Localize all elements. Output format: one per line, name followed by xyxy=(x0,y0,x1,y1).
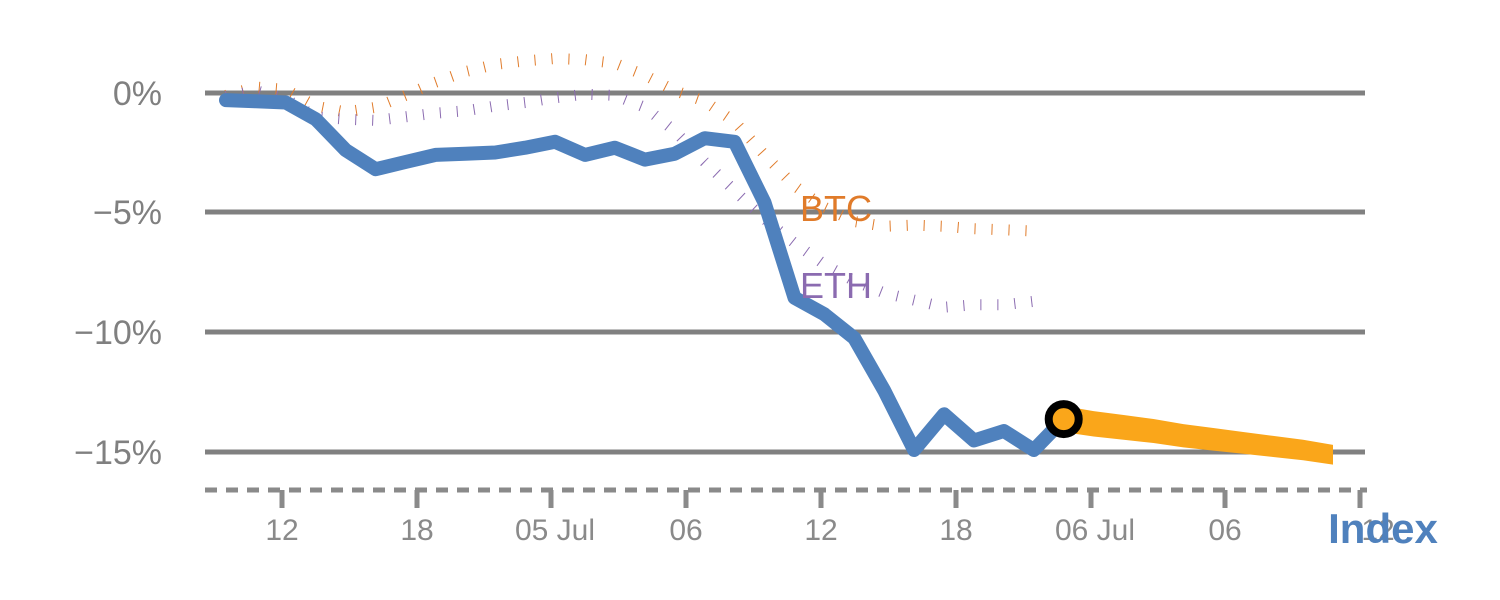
series-eth-line xyxy=(226,91,1034,308)
marker-ring-icon xyxy=(1049,404,1079,434)
series-layer xyxy=(226,59,1333,465)
current-point-marker[interactable] xyxy=(1049,404,1079,434)
x-axis xyxy=(205,490,1367,508)
series-label-btc: BTC xyxy=(800,188,872,229)
xtick-label-7: 06 xyxy=(1208,514,1241,547)
ytick-label-neg10: −10% xyxy=(74,314,162,352)
ytick-label-0: 0% xyxy=(113,75,162,113)
series-label-index: Index xyxy=(1328,505,1438,552)
x-axis-labels: 12 18 05 Jul 06 12 18 06 Jul 06 12 xyxy=(265,514,1394,547)
xtick-label-6: 06 Jul xyxy=(1055,514,1135,547)
series-label-eth: ETH xyxy=(800,265,872,306)
xtick-label-3: 06 xyxy=(669,514,702,547)
xtick-label-1: 18 xyxy=(400,514,433,547)
series-index-line xyxy=(226,100,1064,450)
ytick-label-neg5: −5% xyxy=(93,194,162,232)
crypto-index-chart: 0% −5% −10% −15% 12 18 05 Jul xyxy=(0,0,1500,600)
ytick-label-neg15: −15% xyxy=(74,434,162,472)
chart-canvas: 0% −5% −10% −15% 12 18 05 Jul xyxy=(0,0,1500,600)
xtick-label-0: 12 xyxy=(265,514,298,547)
series-projection-band xyxy=(1064,406,1333,465)
xtick-label-5: 18 xyxy=(939,514,972,547)
x-axis-ticks xyxy=(282,490,1360,508)
xtick-label-4: 12 xyxy=(804,514,837,547)
xtick-label-2: 05 Jul xyxy=(515,514,595,547)
series-labels: BTC ETH Index xyxy=(800,188,1438,552)
y-axis-labels: 0% −5% −10% −15% xyxy=(74,75,162,472)
